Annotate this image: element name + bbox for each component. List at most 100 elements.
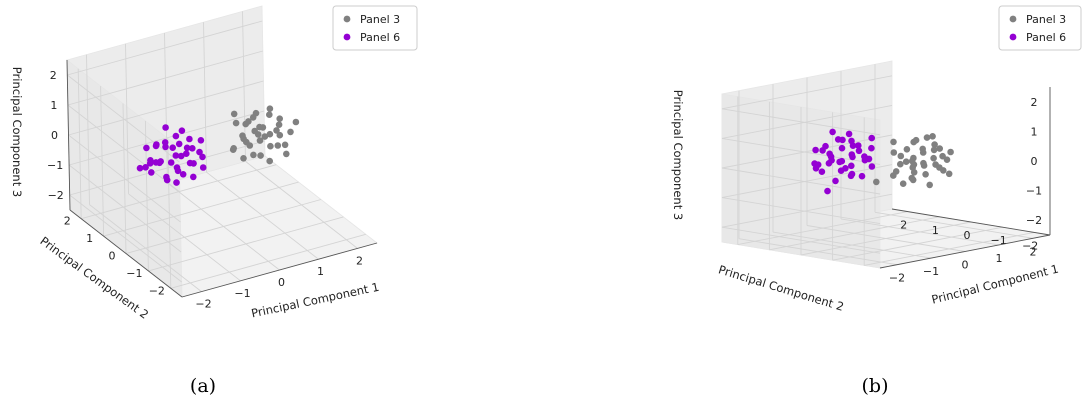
point-panel3: [230, 110, 238, 118]
point-panel3: [283, 150, 290, 158]
gridline: [203, 22, 207, 173]
gridline: [721, 134, 893, 169]
point-panel6: [175, 140, 183, 148]
point-panel3: [947, 148, 954, 156]
panel-a-zlabel: Principal Component 3: [10, 67, 24, 197]
y-tick-label: 2: [64, 215, 71, 228]
point-panel6: [174, 167, 182, 175]
point-panel6: [183, 150, 190, 157]
point-panel6: [148, 169, 155, 176]
point-panel3: [873, 178, 880, 186]
panel-b-legend-frame: [998, 5, 1082, 51]
point-panel3: [257, 152, 264, 159]
y-tick-label: 1: [86, 232, 93, 245]
point-panel3: [897, 160, 904, 168]
point-panel6: [142, 164, 149, 171]
panel-b-points: [811, 128, 954, 195]
point-panel3: [919, 145, 926, 153]
y-tick-label: 0: [964, 229, 971, 242]
point-panel3: [929, 133, 936, 140]
panel-b-axis-lines: [879, 87, 1051, 269]
point-panel3: [908, 174, 916, 182]
gridline: [245, 161, 358, 249]
point-panel6: [199, 153, 206, 161]
point-panel6: [162, 124, 169, 131]
x-axis-line: [879, 234, 1051, 269]
point-panel3: [932, 161, 939, 168]
z-tick-label: 2: [50, 69, 57, 82]
point-panel6: [848, 137, 855, 145]
point-panel3: [292, 118, 300, 126]
point-panel3: [945, 170, 953, 178]
point-panel6: [186, 159, 194, 167]
gridline: [67, 50, 264, 106]
y-tick-label: 1: [932, 224, 939, 237]
gridline: [840, 218, 1000, 246]
y-tick-label: −2: [149, 284, 165, 297]
point-panel6: [812, 146, 819, 154]
gridline: [103, 181, 299, 237]
panel-b-legend-label-panel3: Panel 3: [1026, 13, 1066, 26]
point-panel3: [266, 157, 274, 165]
gridline: [800, 221, 972, 256]
panel-a-legend-marker-panel6: [343, 33, 351, 41]
panel-b-ticks: −2 −2 −2 −1 −1 −1 0 0 0 1 1 1 2 2 2: [889, 96, 1042, 285]
x-tick-label: 0: [278, 276, 285, 289]
z-tick-label: 2: [1031, 96, 1038, 109]
point-panel6: [136, 164, 144, 172]
point-panel3: [261, 133, 269, 140]
point-panel3: [256, 137, 264, 144]
panel-b-xlabel: Principal Component 1: [930, 262, 1060, 307]
point-panel6: [173, 179, 180, 186]
y-tick-label: −1: [126, 267, 142, 280]
x-tick-label: −1: [234, 287, 250, 300]
point-panel6: [822, 142, 829, 150]
y-tick-label: 2: [900, 219, 907, 232]
point-panel3: [936, 145, 943, 152]
gridline: [125, 199, 322, 254]
point-panel3: [275, 121, 283, 128]
point-panel3: [939, 152, 946, 160]
gridline: [769, 216, 940, 251]
point-panel6: [178, 127, 186, 134]
y-axis-line: [891, 208, 1051, 236]
x-tick-label: −2: [889, 272, 905, 285]
gridline: [721, 75, 893, 110]
point-panel6: [190, 173, 197, 181]
point-panel3: [232, 119, 240, 127]
point-panel3: [890, 138, 897, 146]
point-panel3: [890, 149, 898, 156]
z-tick-label: 0: [1031, 155, 1038, 168]
point-panel6: [199, 164, 207, 171]
point-panel6: [167, 159, 175, 166]
point-panel6: [868, 163, 876, 170]
point-panel6: [818, 168, 826, 175]
point-panel6: [177, 152, 185, 160]
point-panel3: [266, 105, 274, 112]
point-panel3: [903, 146, 911, 153]
x-tick-label: 2: [356, 254, 363, 267]
x-tick-label: 2: [1030, 245, 1037, 258]
gridline: [721, 167, 881, 195]
point-panel6: [834, 136, 842, 143]
point-panel6: [848, 162, 855, 170]
point-panel3: [249, 114, 257, 121]
point-panel6: [169, 144, 176, 151]
point-panel6: [829, 128, 836, 136]
x-tick-label: −2: [195, 298, 211, 311]
x-tick-label: 0: [962, 259, 969, 272]
panel-b-caption: (b): [862, 375, 889, 397]
x-axis-line: [181, 242, 378, 298]
y-tick-label: −1: [990, 234, 1006, 247]
z-tick-label: −1: [47, 159, 63, 172]
point-panel6: [845, 130, 853, 138]
point-panel3: [256, 123, 263, 131]
point-panel3: [908, 157, 916, 165]
panel-a: −2 −2 −2 −1 −1 −1 0 0 0 1 1 1 2 2 2 Principal Componen…: [10, 5, 418, 397]
z-tick-label: 1: [50, 99, 57, 112]
panel-a-legend: Panel 3 Panel 6: [332, 5, 418, 51]
z-tick-label: 0: [51, 129, 58, 142]
point-panel3: [923, 134, 931, 141]
panel-a-points: [136, 105, 300, 186]
